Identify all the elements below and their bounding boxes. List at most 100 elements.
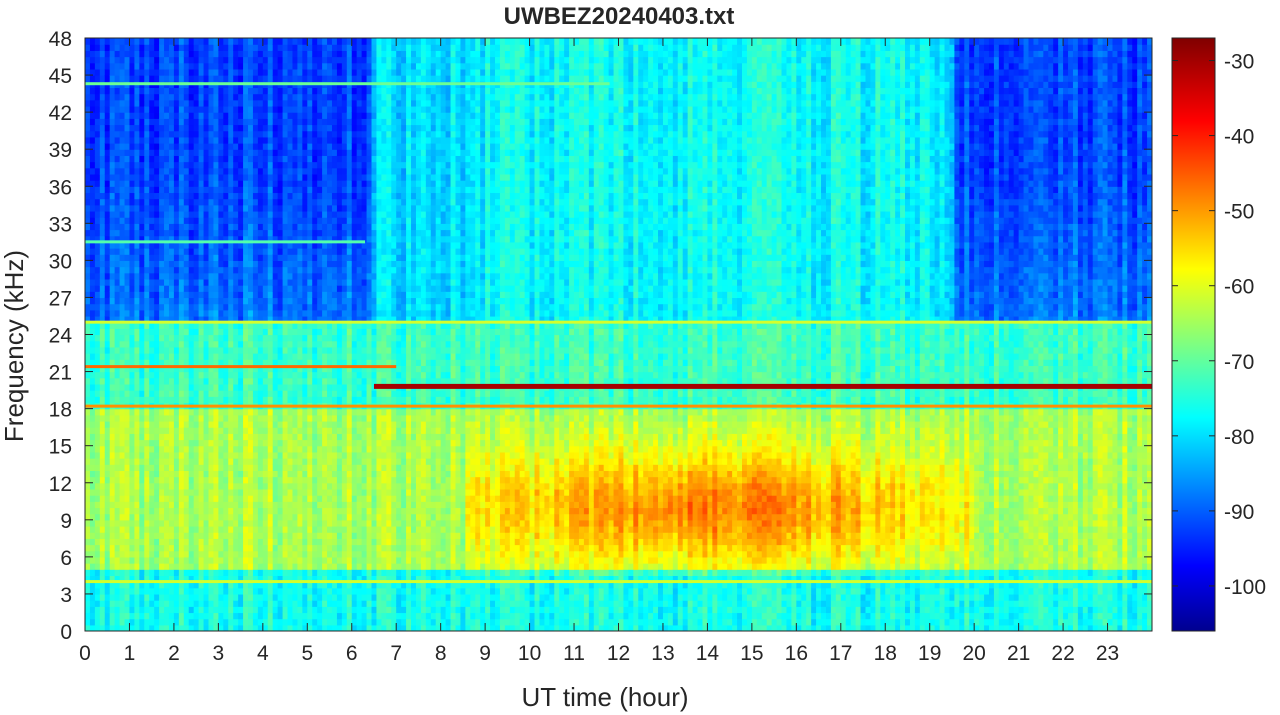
spectrogram-cell — [183, 427, 190, 434]
spectrogram-cell — [149, 495, 155, 502]
spectrogram-cell — [252, 99, 259, 107]
spectrogram-cell — [104, 359, 111, 366]
spectrogram-cell — [203, 180, 210, 187]
spectrogram-cell — [208, 167, 215, 175]
spectrogram-cell — [149, 235, 155, 243]
spectrogram-cell — [282, 303, 289, 311]
spectrogram-cell — [213, 99, 219, 107]
spectrogram-cell — [129, 396, 135, 404]
spectrogram-cell — [198, 575, 205, 583]
spectrogram-cell — [149, 248, 155, 255]
spectrogram-cell — [282, 482, 289, 490]
spectrogram-cell — [188, 538, 195, 546]
spectrogram-cell — [114, 291, 121, 299]
spectrogram-cell — [223, 93, 229, 101]
spectrogram-cell — [85, 62, 91, 70]
spectrogram-cell — [336, 587, 343, 595]
spectrogram-cell — [297, 217, 303, 224]
spectrogram-cell — [302, 427, 308, 434]
spectrogram-cell — [317, 167, 323, 175]
spectrogram-cell — [198, 538, 205, 546]
spectrogram-cell — [327, 587, 333, 595]
spectrogram-cell — [94, 563, 101, 570]
spectrogram-cell — [331, 272, 338, 280]
spectrogram-cell — [129, 470, 135, 478]
spectrogram-cell — [238, 186, 244, 194]
spectrogram-cell — [267, 575, 274, 583]
spectrogram-cell — [302, 198, 308, 206]
spectrogram-cell — [218, 93, 224, 101]
spectrogram-cell — [252, 390, 259, 397]
spectrogram-cell — [252, 525, 259, 533]
spectrogram-cell — [277, 451, 284, 459]
spectrogram-cell — [109, 451, 116, 459]
spectrogram-cell — [89, 470, 96, 478]
spectrogram-cell — [262, 581, 269, 589]
spectrogram-cell — [183, 556, 190, 564]
spectrogram-cell — [99, 563, 106, 570]
spectrogram-cell — [149, 581, 155, 589]
spectrogram-cell — [89, 476, 96, 484]
spectrogram-cell — [243, 143, 249, 150]
spectrogram-cell — [272, 217, 279, 224]
spectrogram-cell — [188, 501, 195, 509]
spectrogram-cell — [104, 44, 111, 51]
spectrogram-cell — [223, 112, 229, 119]
spectrogram-cell — [317, 618, 323, 626]
spectrogram-cell — [154, 217, 160, 224]
spectrogram-cell — [327, 544, 333, 552]
spectrogram-cell — [139, 581, 145, 589]
spectrogram-cell — [257, 105, 264, 113]
spectrogram-cell — [99, 365, 106, 373]
spectrogram-cell — [139, 408, 145, 416]
spectrogram-cell — [287, 75, 294, 82]
spectrogram-cell — [243, 414, 249, 422]
spectrogram-cell — [208, 105, 215, 113]
spectrogram-cell — [257, 612, 264, 620]
spectrogram-cell — [173, 439, 180, 447]
spectrogram-cell — [99, 167, 106, 175]
spectrogram-cell — [99, 458, 106, 465]
spectrogram-cell — [144, 507, 150, 515]
spectrogram-cell — [317, 458, 323, 465]
spectrogram-cell — [307, 618, 313, 626]
spectrogram-cell — [327, 99, 333, 107]
spectrogram-cell — [331, 550, 338, 558]
spectrogram-cell — [109, 470, 116, 478]
spectrogram-cell — [317, 371, 323, 379]
spectrogram-cell — [129, 217, 135, 224]
spectrogram-cell — [277, 569, 284, 577]
spectrogram-cell — [331, 161, 338, 169]
spectrogram-cell — [183, 278, 190, 286]
spectrogram-cell — [129, 414, 135, 422]
spectrogram-cell — [327, 390, 333, 397]
spectrogram-cell — [213, 167, 219, 175]
spectrogram-cell — [109, 359, 116, 366]
spectrogram-cell — [208, 248, 215, 255]
spectrogram-cell — [119, 75, 126, 82]
spectrogram-cell — [262, 340, 269, 348]
spectrogram-cell — [213, 217, 219, 224]
spectrogram-cell — [262, 359, 269, 366]
spectrogram-cell — [282, 439, 289, 447]
spectrogram-cell — [277, 624, 284, 631]
spectrogram-cell — [178, 173, 185, 181]
spectrogram-cell — [159, 606, 165, 614]
spectrogram-cell — [287, 340, 294, 348]
spectrogram-cell — [327, 408, 333, 416]
spectrogram-cell — [322, 198, 328, 206]
spectrogram-cell — [144, 353, 150, 360]
spectrogram-cell — [89, 569, 96, 577]
spectrogram-cell — [104, 297, 111, 305]
spectrogram-cell — [99, 334, 106, 342]
spectrogram-cell — [297, 285, 303, 292]
spectrogram-cell — [203, 167, 210, 175]
spectrogram-cell — [154, 501, 160, 509]
spectrogram-cell — [124, 56, 131, 64]
spectrogram-cell — [114, 315, 121, 323]
spectrogram-cell — [193, 241, 200, 249]
spectrogram-cell — [109, 538, 116, 546]
spectrogram-cell — [233, 155, 239, 163]
spectrogram-cell — [238, 254, 244, 261]
spectrogram-cell — [109, 600, 116, 607]
